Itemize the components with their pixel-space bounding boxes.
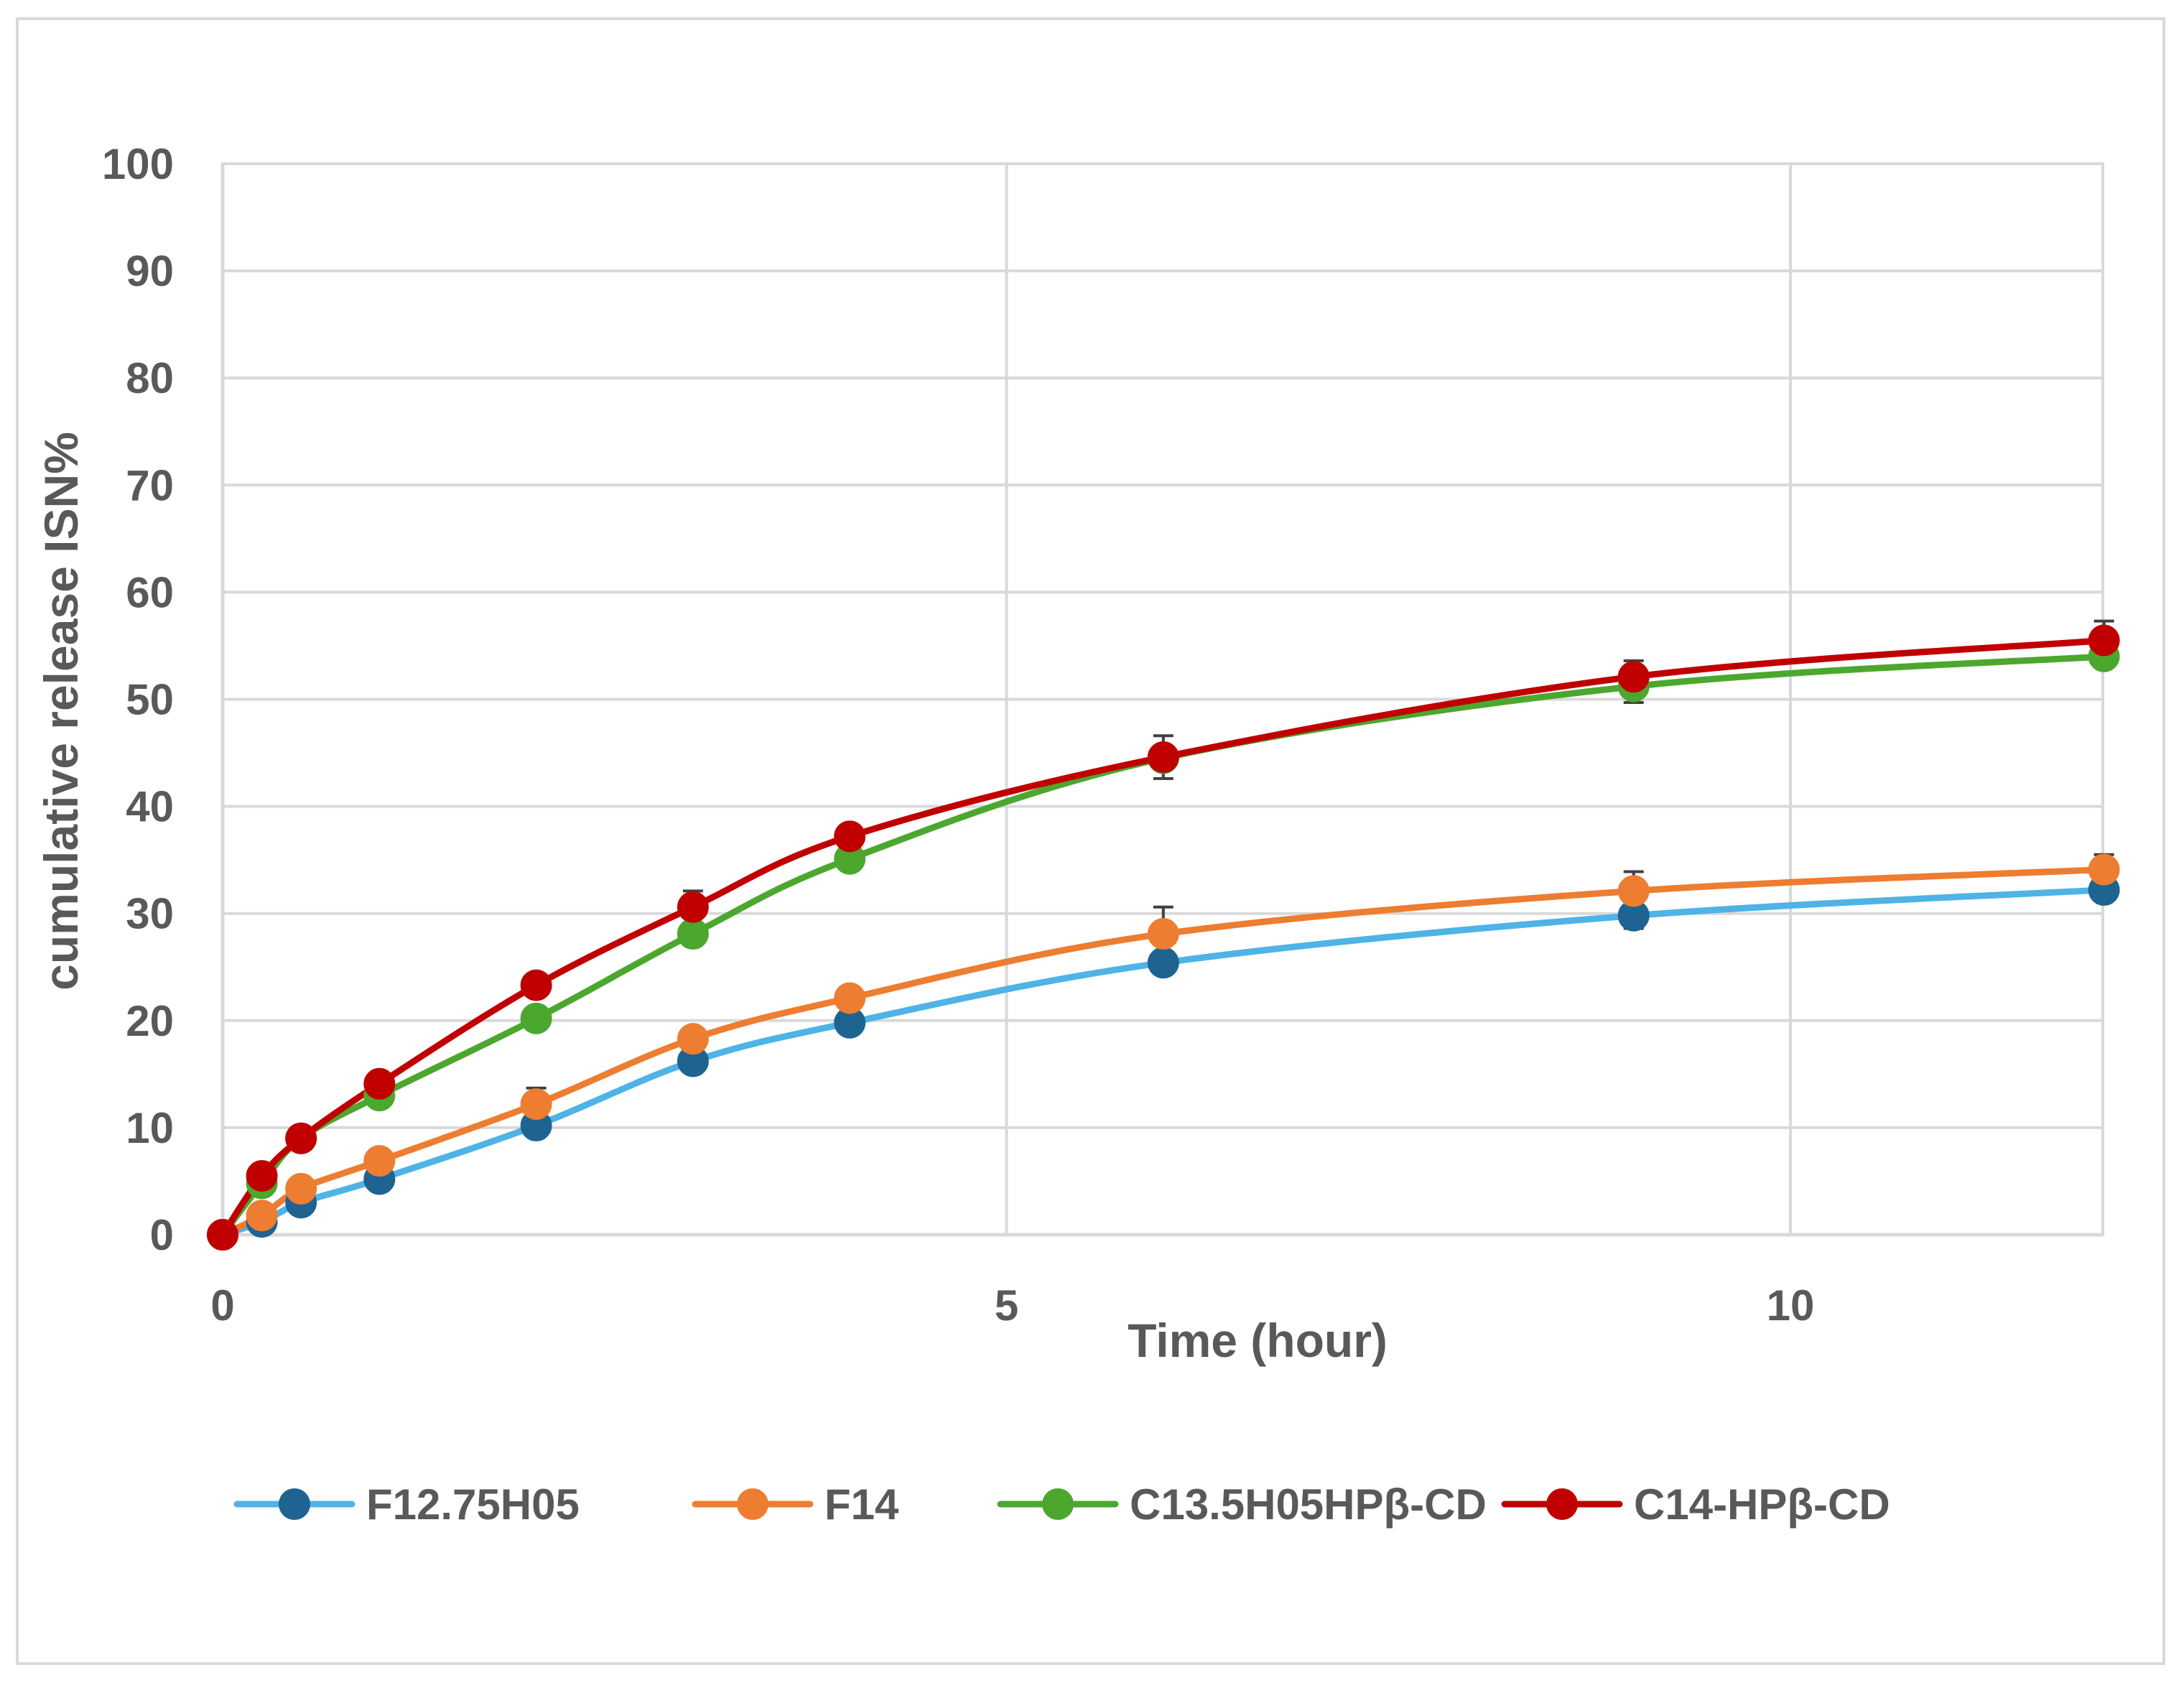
data-point-c14-hp-cd — [246, 1159, 278, 1192]
data-point-c14-hp-cd — [677, 891, 709, 923]
legend-label-f12-75h05: F12.75H05 — [366, 1480, 580, 1529]
legend-marker-c13-5h05hp-cd — [1042, 1488, 1074, 1520]
x-tick-label: 10 — [1767, 1281, 1815, 1330]
data-point-c14-hp-cd — [520, 969, 552, 1001]
data-point-c14-hp-cd — [285, 1122, 317, 1154]
y-tick-label: 20 — [126, 997, 174, 1045]
y-tick-label: 40 — [126, 783, 174, 831]
x-axis-title: Time (hour) — [1128, 1314, 1388, 1367]
data-point-f12-75h05 — [1147, 947, 1179, 979]
data-point-f14 — [363, 1145, 396, 1177]
data-point-f14 — [2088, 853, 2120, 886]
y-tick-label: 30 — [126, 890, 174, 938]
data-points — [207, 624, 2120, 1251]
data-point-c14-hp-cd — [207, 1219, 238, 1251]
data-point-c14-hp-cd — [363, 1067, 396, 1100]
data-point-c14-hp-cd — [1617, 661, 1650, 693]
data-point-c14-hp-cd — [1147, 741, 1179, 774]
legend-marker-f14 — [737, 1488, 768, 1520]
legend-marker-c14-hp-cd — [1546, 1488, 1578, 1520]
legend: F12.75H05 F14 C13.5H05HPβ-CD C14-HPβ-CD — [233, 1480, 1890, 1529]
data-point-f14 — [1617, 875, 1650, 907]
data-point-c14-hp-cd — [834, 820, 866, 853]
chart-frame — [16, 17, 2165, 1665]
data-point-f14 — [1147, 918, 1179, 950]
y-tick-label: 50 — [126, 676, 174, 724]
data-point-f14 — [285, 1172, 317, 1205]
x-tick-label: 5 — [995, 1281, 1018, 1330]
legend-marker-f12-75h05 — [279, 1488, 310, 1520]
data-point-f14 — [246, 1200, 278, 1232]
y-tick-label: 0 — [150, 1211, 174, 1259]
y-tick-label: 90 — [126, 247, 174, 295]
y-tick-label: 80 — [126, 354, 174, 402]
data-point-c13-5h05hp-cd — [520, 1002, 552, 1034]
legend-label-f14: F14 — [824, 1480, 899, 1529]
y-tick-label: 10 — [126, 1104, 174, 1152]
data-point-f14 — [677, 1023, 709, 1055]
plot-area — [220, 162, 2104, 1237]
data-point-c14-hp-cd — [2088, 624, 2120, 657]
data-point-f14 — [834, 982, 866, 1014]
data-point-c13-5h05hp-cd — [677, 918, 709, 950]
y-tick-label: 70 — [126, 461, 174, 509]
x-tick-label: 0 — [210, 1281, 234, 1330]
y-tick-label: 60 — [126, 568, 174, 616]
data-point-f14 — [520, 1088, 552, 1121]
legend-label-c13-5h05hp-cd: C13.5H05HPβ-CD — [1130, 1480, 1487, 1529]
x-axis-ticks: 0 5 10 — [210, 1281, 1814, 1330]
y-tick-label: 100 — [102, 140, 174, 188]
gridlines — [221, 162, 2103, 1236]
legend-label-c14-hp-cd: C14-HPβ-CD — [1634, 1480, 1890, 1529]
y-axis-ticks: 0 10 20 30 40 50 60 70 80 90 100 — [102, 140, 174, 1259]
y-axis-title: cumulative release ISN% — [34, 432, 88, 991]
